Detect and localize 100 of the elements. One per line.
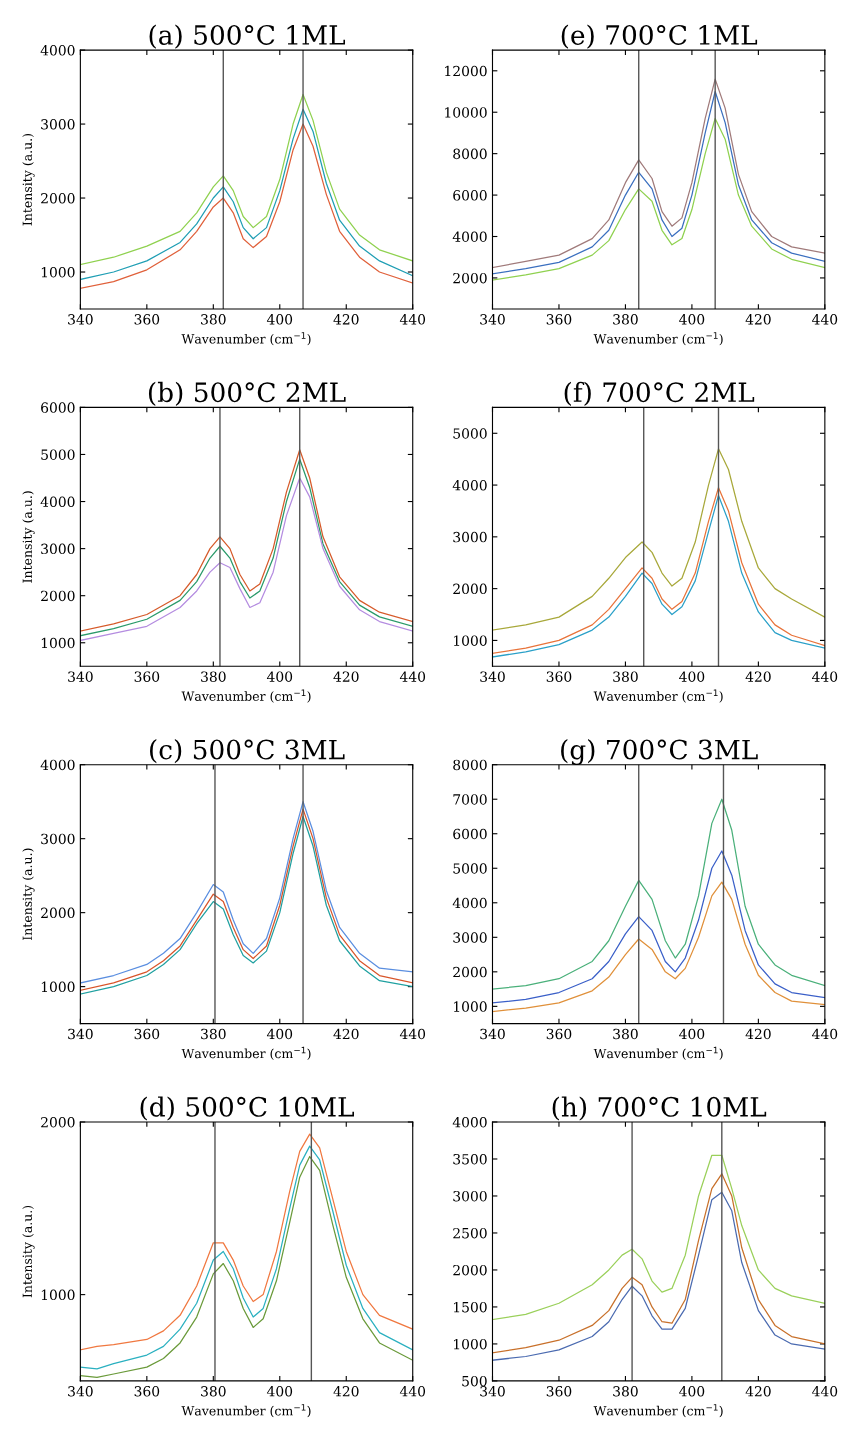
x-tick-label: 380 (201, 314, 226, 325)
y-tick-label: 4000 (40, 496, 75, 508)
x-tick-label: 400 (266, 1386, 293, 1397)
y-tick-label: 2000 (453, 1264, 487, 1276)
chart-title: (d) 500°C 10ML (140, 1096, 354, 1121)
x-tick-label: 340 (480, 671, 505, 682)
y-tick-label: 1000 (41, 637, 75, 649)
x-tick-label: 340 (68, 1028, 93, 1040)
chart-title: (c) 500°C 3ML (150, 739, 345, 764)
x-tick-label: 340 (68, 671, 93, 682)
y-tick-label: 1500 (453, 1301, 487, 1313)
y-tick-label: 3000 (453, 1190, 487, 1202)
x-tick-label: 360 (546, 314, 572, 325)
x-tick-label: 420 (745, 671, 771, 682)
y-tick-label: 5000 (453, 428, 487, 439)
chart-title: (a) 500°C 1ML (149, 24, 346, 49)
x-tick-label: 420 (333, 314, 359, 325)
y-tick-label: 8000 (453, 759, 487, 771)
x-tick-label: 400 (679, 314, 705, 325)
x-tick-label: 380 (201, 671, 226, 682)
x-tick-label: 340 (480, 314, 505, 325)
chart-title: (e) 700°C 1ML (561, 24, 758, 49)
x-tick-label: 420 (333, 1386, 359, 1397)
x-tick-label: 440 (812, 1028, 838, 1040)
x-axis-title: Wavenumber (cm$^{−1}$) (181, 689, 311, 703)
line-series (492, 850, 825, 1004)
x-tick-label: 440 (812, 314, 838, 325)
x-tick-label: 420 (745, 314, 771, 325)
y-tick-label: 4000 (452, 231, 487, 242)
y-tick-label: 5000 (41, 449, 75, 460)
x-tick-label: 400 (266, 671, 293, 682)
x-tick-label: 340 (68, 314, 93, 325)
x-tick-label: 440 (812, 1386, 838, 1397)
y-tick-label: 1000 (41, 266, 75, 278)
x-tick-label: 400 (679, 1386, 705, 1397)
x-tick-label: 400 (679, 671, 705, 682)
chart-title: (g) 700°C 3ML (561, 739, 758, 765)
x-tick-label: 420 (333, 1028, 359, 1040)
line-series (80, 93, 413, 266)
y-tick-label: 4000 (452, 1116, 487, 1128)
y-tick-label: 8000 (453, 148, 487, 160)
y-tick-label: 2000 (41, 907, 75, 919)
y-tick-label: 6000 (41, 402, 75, 413)
x-tick-label: 360 (546, 1386, 572, 1397)
x-tick-label: 380 (613, 1386, 638, 1397)
y-tick-label: 4000 (452, 897, 487, 909)
y-tick-label: 10000 (445, 107, 487, 118)
chart-title: (h) 700°C 10ML (552, 1096, 767, 1121)
x-tick-label: 400 (266, 314, 293, 325)
y-tick-label: 1000 (453, 1001, 487, 1012)
y-tick-label: 1000 (453, 1338, 487, 1350)
y-tick-label: 3000 (41, 119, 75, 130)
y-tick-label: 1000 (41, 1289, 75, 1301)
y-tick-label: 1000 (453, 635, 487, 646)
y-tick-label: 4000 (40, 45, 75, 56)
x-tick-label: 360 (134, 671, 160, 682)
x-axis-title: Wavenumber (cm$^{−1}$) (181, 1404, 311, 1418)
y-tick-label: 6000 (453, 190, 487, 201)
x-tick-label: 380 (613, 314, 638, 325)
y-tick-label: 4000 (452, 480, 487, 491)
x-tick-label: 440 (399, 671, 426, 682)
y-axis-title: Intensity (a.u.) (22, 1205, 35, 1298)
x-tick-label: 380 (613, 671, 638, 682)
y-tick-label: 2000 (41, 590, 75, 602)
y-tick-label: 2500 (453, 1227, 487, 1239)
x-axis-title: Wavenumber (cm$^{−1}$) (593, 689, 723, 703)
x-tick-label: 440 (812, 671, 838, 682)
x-tick-label: 360 (134, 1028, 160, 1040)
x-axis-title: Wavenumber (cm$^{−1}$) (593, 1046, 723, 1060)
x-tick-label: 440 (399, 1386, 426, 1397)
y-tick-label: 2000 (41, 1116, 75, 1128)
line-series (492, 798, 825, 990)
x-tick-label: 400 (266, 1028, 293, 1040)
x-axis-title: Wavenumber (cm$^{−1}$) (593, 332, 723, 346)
x-axis-title: Wavenumber (cm$^{−1}$) (593, 1404, 723, 1418)
y-tick-label: 2000 (453, 583, 487, 595)
y-tick-label: 4000 (40, 759, 75, 771)
x-tick-label: 440 (399, 1028, 426, 1040)
y-tick-label: 2000 (453, 966, 487, 978)
y-tick-label: 7000 (453, 794, 487, 805)
y-tick-label: 3000 (453, 531, 487, 543)
y-tick-label: 2000 (41, 193, 75, 204)
y-tick-label: 1000 (41, 981, 75, 993)
y-tick-label: 500 (462, 1375, 487, 1387)
x-tick-label: 380 (201, 1386, 226, 1397)
x-tick-label: 340 (480, 1028, 505, 1040)
y-tick-label: 6000 (453, 828, 487, 840)
line-series (492, 1154, 825, 1321)
x-tick-label: 360 (546, 671, 572, 682)
y-tick-label: 3000 (453, 932, 487, 943)
x-tick-label: 380 (201, 1028, 226, 1040)
y-tick-label: 3000 (41, 833, 75, 845)
line-series (492, 448, 825, 631)
x-tick-label: 360 (546, 1028, 572, 1040)
x-tick-label: 360 (134, 314, 160, 325)
x-tick-label: 400 (679, 1028, 705, 1040)
y-tick-label: 3000 (41, 543, 75, 555)
y-tick-label: 3500 (453, 1153, 487, 1165)
line-series (492, 117, 825, 281)
x-tick-label: 420 (333, 671, 359, 682)
